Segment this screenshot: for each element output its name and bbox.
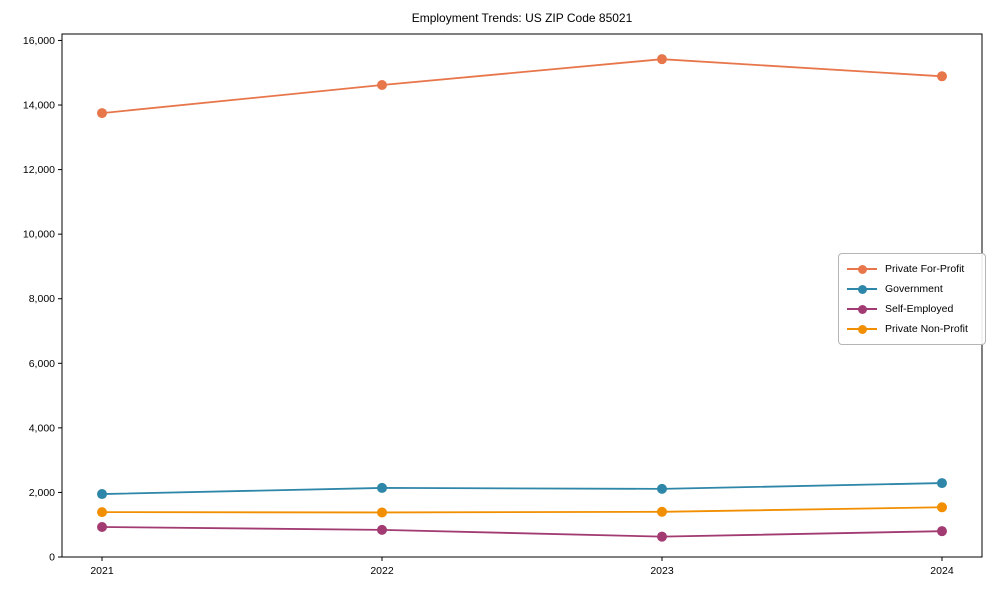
legend-label: Private For-Profit [885,263,965,275]
y-axis-tick-label: 10,000 [23,229,55,241]
data-point-marker [377,482,388,493]
data-point-marker [377,80,388,91]
legend-box: Private For-Profit Government Self-Emplo… [838,253,986,345]
legend-marker-icon [857,284,867,294]
x-axis-tick-label: 2022 [370,565,394,577]
legend-item: Private For-Profit [847,259,977,279]
legend-marker-icon [857,264,867,274]
data-point-marker [97,507,108,518]
legend-label: Private Non-Profit [885,323,968,335]
data-point-marker [656,531,667,542]
y-axis-tick-label: 2,000 [29,487,55,499]
y-axis-tick-label: 6,000 [29,358,55,370]
series-line-government [102,482,942,495]
y-axis-tick-label: 8,000 [29,293,55,305]
legend-line-sample [847,324,877,334]
data-point-marker [656,483,667,494]
y-axis-tick-label: 4,000 [29,422,55,434]
y-axis-tick-label: 14,000 [23,100,55,112]
series-line-self-employed [102,526,942,538]
y-axis-tick-label: 12,000 [23,164,55,176]
data-point-marker [936,71,947,82]
y-axis-tick-label: 16,000 [23,35,55,47]
x-axis-tick-label: 2024 [930,565,954,577]
x-axis-tick-label: 2021 [90,565,114,577]
data-point-marker [377,507,388,518]
legend-marker-icon [857,324,867,334]
data-point-marker [97,521,108,532]
x-axis-tick-label: 2023 [650,565,674,577]
data-point-marker [377,524,388,535]
legend-line-sample [847,304,877,314]
legend-item: Self-Employed [847,299,977,319]
data-point-marker [656,506,667,517]
legend-item: Private Non-Profit [847,319,977,339]
chart-title: Employment Trends: US ZIP Code 85021 [411,11,633,25]
data-point-marker [936,502,947,513]
legend-line-sample [847,264,877,274]
legend-marker-icon [857,304,867,314]
legend-line-sample [847,284,877,294]
data-point-marker [656,54,667,65]
data-point-marker [936,526,947,537]
data-point-marker [936,478,947,489]
series-line-private-non-profit [102,506,942,514]
legend-label: Government [885,283,943,295]
data-point-marker [97,108,108,119]
legend-item: Government [847,279,977,299]
series-line-private-for-profit [101,58,943,114]
y-axis-tick-label: 0 [49,552,55,564]
data-point-marker [97,489,108,500]
legend-label: Self-Employed [885,303,954,315]
